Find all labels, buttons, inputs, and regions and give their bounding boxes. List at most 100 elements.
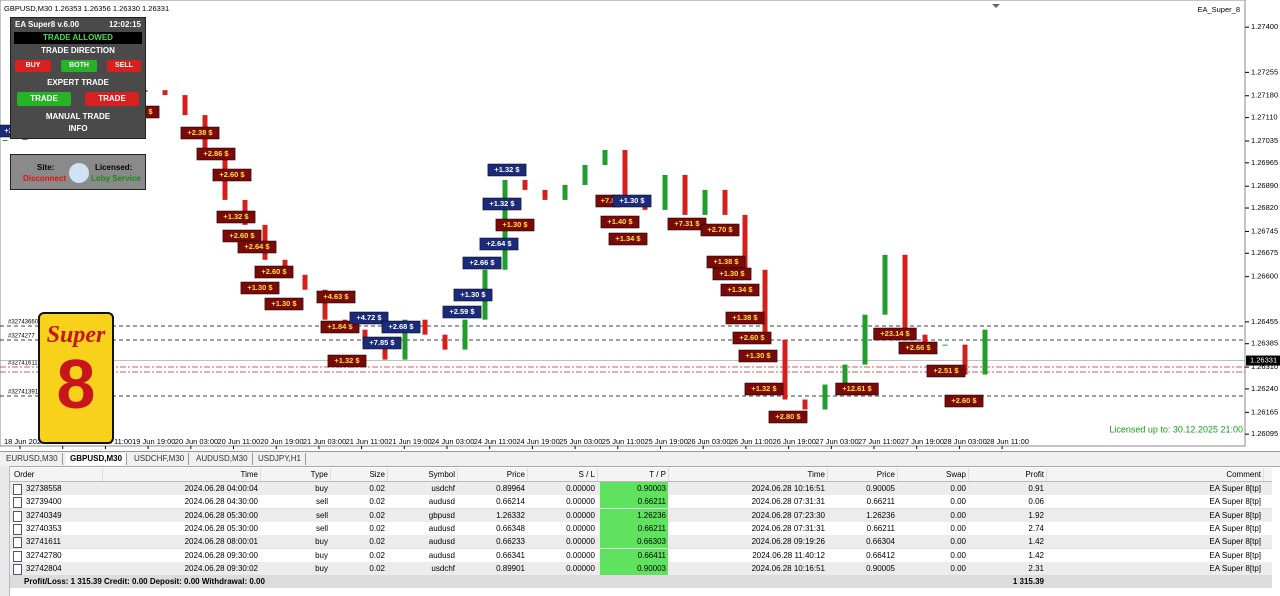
- order-line-label: #32741611 sell 0.0: [8, 361, 59, 367]
- profit-label-box: [482, 197, 522, 211]
- profit-label: +1.38 $: [732, 313, 758, 322]
- candle: [542, 189, 548, 200]
- profit-label-box: [873, 327, 917, 341]
- sell-button[interactable]: SELL: [107, 60, 141, 72]
- x-tick-label: 27 Jun 11:00: [858, 437, 901, 446]
- x-tick-label: 24 Jun 11:00: [474, 437, 517, 446]
- table-cell: sell: [315, 510, 328, 520]
- current-price-box: [1246, 355, 1280, 366]
- table-cell: audusd: [428, 497, 455, 507]
- profit-label-box: [442, 305, 482, 319]
- y-tick-label: 1.26890: [1251, 181, 1278, 190]
- table-cell: 1.42: [1028, 537, 1044, 547]
- x-tick-label: 20 Jun 11:00: [218, 437, 261, 446]
- table-cell: EA Super 8[tp]: [1209, 497, 1261, 507]
- profit-label: +1.32 $: [494, 165, 520, 174]
- table-cell: 0.02: [369, 510, 385, 520]
- trade-on-button[interactable]: TRADE: [17, 92, 71, 106]
- x-tick-label: 28 Jun 11:00: [986, 437, 1029, 446]
- chart-tab[interactable]: EURUSD,M30: [2, 453, 63, 465]
- y-tick-label: 1.26745: [1251, 226, 1278, 235]
- profit-label: +7.31 $: [674, 219, 700, 228]
- table-cell: 2024.06.28 07:31:31: [751, 497, 825, 507]
- chart-tab[interactable]: GBPUSD,M30: [66, 453, 128, 465]
- table-cell: sell: [315, 497, 328, 507]
- profit-label: +1.30 $: [460, 290, 486, 299]
- profit-label-box: [196, 147, 236, 161]
- candle: [582, 164, 588, 185]
- profit-label-box: [479, 237, 519, 251]
- candle: [622, 150, 628, 195]
- chart-tab[interactable]: USDCHF,M30: [130, 453, 190, 465]
- candle: [322, 289, 328, 320]
- indicator-name: EA_Super_8: [1197, 5, 1240, 14]
- y-tick-label: 1.27180: [1251, 91, 1278, 100]
- table-cell: 2024.06.28 10:16:51: [751, 484, 825, 493]
- x-tick-label: 19 Jun 19:00: [132, 437, 175, 446]
- profit-label-box: [608, 232, 648, 246]
- candle: [382, 344, 388, 360]
- table-cell: 0.00: [950, 484, 966, 493]
- x-tick-label: 24 Jun 03:00: [431, 437, 474, 446]
- profit-label-box: [216, 210, 256, 224]
- profit-label: +2.70 $: [707, 225, 733, 234]
- profit-label: +1.30 $: [502, 220, 528, 229]
- trade-off-button[interactable]: TRADE: [85, 92, 139, 106]
- table-header-bg: [10, 468, 1272, 482]
- profit-label-box: [738, 349, 778, 363]
- chart-tab[interactable]: USDJPY,H1: [254, 453, 306, 465]
- both-button[interactable]: BOTH: [61, 60, 97, 72]
- table-cell: sell: [315, 523, 328, 533]
- y-tick-label: 1.26165: [1251, 407, 1278, 416]
- manual-title: MANUAL TRADE: [45, 112, 111, 121]
- profit-label: +2.66 $: [469, 258, 495, 267]
- table-cell: 0.66211: [600, 521, 668, 535]
- table-cell: 2024.06.28 05:30:00: [184, 510, 258, 520]
- profit-label: +2.64 $: [244, 242, 270, 251]
- candle: [402, 319, 408, 360]
- site-label: Site:: [37, 163, 55, 172]
- column-header: Comment: [1051, 468, 1264, 481]
- logo-word: Super: [46, 322, 106, 348]
- table-cell: 2.74: [1028, 523, 1044, 533]
- table-cell: gbpusd: [428, 510, 455, 520]
- table-cell: 2024.06.28 09:30:02: [184, 563, 258, 573]
- profit-label: +4.63 $: [323, 292, 349, 301]
- profit-label: +1.32 $: [334, 356, 360, 365]
- x-tick-label: 25 Jun 19:00: [645, 437, 688, 446]
- order-icon: [13, 497, 22, 509]
- table-cell: EA Super 8[tp]: [1209, 537, 1261, 547]
- y-tick-label: 1.26820: [1251, 203, 1278, 212]
- x-tick-label: 20 Jun 03:00: [175, 437, 218, 446]
- table-cell: 32742780: [26, 550, 62, 560]
- candle: [982, 329, 988, 375]
- table-cell: 2024.06.28 07:23:30: [751, 510, 825, 520]
- table-cell: 2024.06.28 10:16:51: [751, 563, 825, 573]
- y-tick-label: 1.26240: [1251, 384, 1278, 393]
- table-cell: 0.00: [950, 497, 966, 507]
- candle: [422, 319, 428, 335]
- ea-panel: EA Super8 v.6.00 12:02:15 TRADE ALLOWED …: [10, 17, 146, 139]
- table-cell: 0.00000: [566, 550, 595, 560]
- profit-label: +4.72 $: [356, 313, 382, 322]
- profit-label-box: [720, 283, 760, 297]
- table-cell: 0.90003: [600, 482, 668, 495]
- profit-label-box: [381, 320, 421, 334]
- profit-label: +1.30 $: [719, 269, 745, 278]
- profit-label-box: [700, 223, 740, 237]
- candle: [922, 334, 928, 345]
- x-tick-label: 18 Jun 2024: [4, 437, 45, 446]
- table-cell: 0.00: [950, 537, 966, 547]
- ea-clock: 12:02:15: [108, 20, 141, 29]
- table-cell: 1.42: [1028, 550, 1044, 560]
- x-tick-label: 21 Jun 11:00: [346, 437, 389, 446]
- table-cell: 0.90005: [866, 484, 895, 493]
- table-cell: 0.66304: [866, 537, 895, 547]
- candle: [602, 150, 608, 165]
- table-cell: 1.26332: [496, 510, 525, 520]
- chart-tab[interactable]: AUDUSD,M30: [192, 453, 253, 465]
- table-cell: 32742804: [26, 563, 62, 573]
- summary-text: Profit/Loss: 1 315.39 Credit: 0.00 Depos…: [24, 577, 265, 587]
- table-cell: 1.26236: [600, 508, 668, 522]
- buy-button[interactable]: BUY: [15, 60, 51, 72]
